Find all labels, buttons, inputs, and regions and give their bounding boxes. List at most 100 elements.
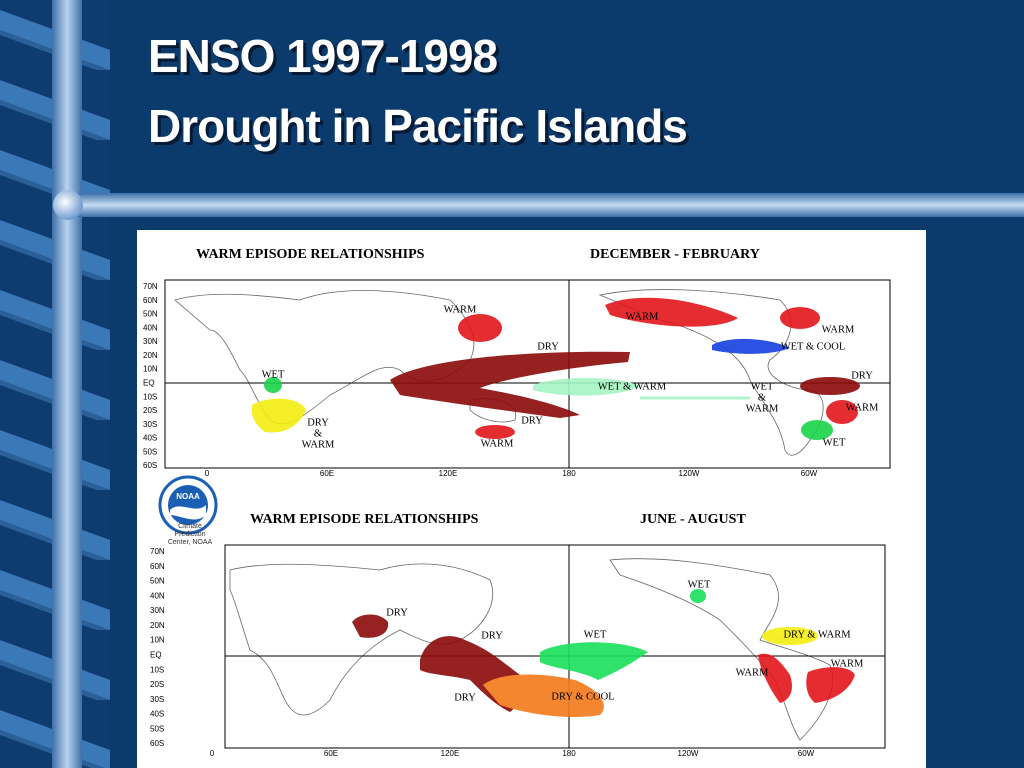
latitude-label: 50S [150, 724, 164, 733]
map-1: WARM EPISODE RELATIONSHIPS DECEMBER - FE… [164, 247, 891, 469]
region-label: DRY [537, 341, 559, 352]
region-label: WET & COOL [781, 341, 846, 352]
latitude-label: 30S [143, 420, 157, 429]
longitude-label: 0 [205, 469, 210, 478]
region-label: WET [751, 381, 774, 392]
region-label: WET [688, 579, 711, 590]
map-season: JUNE - AUGUST [640, 512, 746, 527]
latitude-label: 50N [150, 577, 165, 586]
blob [762, 627, 818, 645]
blob [390, 351, 630, 418]
blob [712, 338, 790, 354]
latitude-label: EQ [150, 650, 162, 659]
region-label: WARM [831, 658, 864, 669]
latitude-label: 60S [143, 461, 157, 470]
region-label: WARM [626, 311, 659, 322]
logo-wave [170, 505, 206, 520]
region-label: WARM [444, 304, 477, 315]
latitude-label: 40N [143, 323, 158, 332]
region-label: & [314, 428, 322, 439]
blob [806, 667, 855, 703]
latitude-label: 70N [150, 547, 165, 556]
latitude-label: 10S [143, 392, 157, 401]
decor-bar [60, 193, 1024, 217]
regions [251, 297, 860, 440]
latitude-label: 60N [143, 296, 158, 305]
region-label: WET [823, 437, 846, 448]
map-title: WARM EPISODE RELATIONSHIPS [250, 512, 479, 527]
latitude-label: 50S [143, 447, 157, 456]
blob [801, 420, 833, 440]
blob [264, 377, 282, 393]
region-label: WARM [746, 403, 779, 414]
region-label: DRY [307, 417, 329, 428]
logo-name: NOAA [176, 492, 200, 501]
map-2: WARM EPISODE RELATIONSHIPS JUNE - AUGUST [224, 512, 886, 749]
region-label: DRY & WARM [783, 629, 851, 640]
region-label: WET [262, 369, 285, 380]
logo-caption: Climate [178, 523, 202, 530]
region-label: DRY & COOL [551, 691, 614, 702]
latitude-label: 20N [150, 621, 165, 630]
coastlines [229, 558, 834, 741]
map-season: DECEMBER - FEBRUARY [590, 247, 760, 262]
latitude-label: EQ [143, 378, 155, 387]
logo-caption: Prediction [174, 531, 205, 538]
region-label: DRY [521, 415, 543, 426]
region-label: DRY [851, 370, 873, 381]
region-label: & [758, 392, 766, 403]
latitude-label: 20S [143, 406, 157, 415]
latitude-label: 30N [143, 337, 158, 346]
region-label: WARM [846, 402, 879, 413]
longitude-label: 60W [801, 469, 818, 478]
region-label: DRY [454, 692, 476, 703]
longitude-label: 120W [678, 749, 699, 758]
blob [483, 674, 604, 717]
blob [251, 398, 306, 433]
region-label: WARM [822, 324, 855, 335]
region-label: WARM [736, 667, 769, 678]
regions [352, 589, 855, 717]
title-line1: ENSO 1997-1998 [148, 30, 498, 82]
latitude-label: 40S [150, 710, 164, 719]
decor-ball [53, 190, 83, 220]
blob [352, 614, 389, 638]
longitude-label: 180 [562, 749, 576, 758]
region-label: DRY [481, 630, 503, 641]
blob [826, 400, 858, 424]
longitude-label: 120W [679, 469, 700, 478]
longitude-label: 0 [210, 749, 215, 758]
latitude-label: 10S [150, 665, 164, 674]
latitude-label: 40S [143, 434, 157, 443]
logo-caption: Center, NOAA [168, 539, 213, 546]
blob [533, 377, 640, 396]
latitude-label: 60N [150, 562, 165, 571]
decor-pipe [52, 0, 82, 768]
region-label: WET [584, 629, 607, 640]
blob [605, 297, 738, 327]
latitude-label: 40N [150, 591, 165, 600]
blob [540, 642, 648, 680]
region-label: WET & WARM [598, 381, 667, 392]
blob [780, 307, 820, 329]
map-frame [164, 279, 891, 469]
latitude-label: 60S [150, 739, 164, 748]
latitude-label: 70N [143, 282, 158, 291]
longitude-label: 60E [324, 749, 338, 758]
region-label: WARM [481, 438, 514, 449]
blob [800, 377, 860, 395]
blob [690, 589, 706, 603]
latitude-label: 10N [143, 365, 158, 374]
title-shadow: Drought in Pacific Islands [151, 103, 690, 155]
blob [475, 425, 515, 439]
latitude-label: 20N [143, 351, 158, 360]
longitude-label: 120E [439, 469, 458, 478]
map-title: WARM EPISODE RELATIONSHIPS [196, 247, 425, 262]
region-label: DRY [386, 607, 408, 618]
longitude-label: 120E [441, 749, 460, 758]
noaa-logo: NOAA Climate Prediction Center, NOAA [158, 475, 218, 546]
latitude-label: 30N [150, 606, 165, 615]
longitude-label: 60E [320, 469, 334, 478]
logo-disc [168, 485, 208, 525]
